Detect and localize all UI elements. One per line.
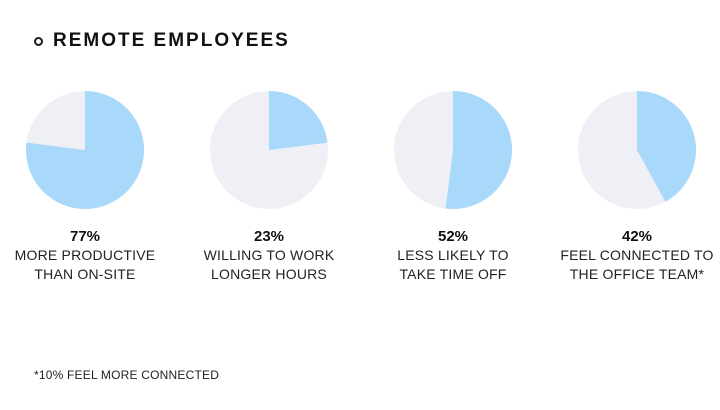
pie-description-line: LONGER HOURS: [211, 266, 327, 282]
pie-value-slice: [637, 91, 696, 202]
header: REMOTE EMPLOYEES: [34, 30, 290, 52]
pie-description-line: WILLING TO WORK: [203, 247, 335, 263]
pie-percent-label: 77%: [69, 228, 101, 245]
pie-svg: [26, 91, 145, 209]
bullet-circle-icon: [34, 36, 43, 46]
pie-chart-3: 52% LESS LIKELY TO TAKE TIME OFF: [363, 88, 543, 284]
pie-percent-label: 23%: [253, 228, 285, 245]
pie-description-line: THE OFFICE TEAM*: [569, 266, 705, 282]
pie-chart-2: 23% WILLING TO WORK LONGER HOURS: [179, 88, 359, 284]
pie-description-line: TAKE TIME OFF: [399, 266, 507, 282]
pie-percent-label: 52%: [437, 228, 469, 245]
page-title: REMOTE EMPLOYEES: [53, 30, 290, 51]
pie-description: LESS LIKELY TO TAKE TIME OFF: [363, 246, 543, 284]
footnote: *10% FEEL MORE CONNECTED: [34, 368, 220, 382]
pie-percent-label: 42%: [621, 228, 653, 245]
pie-description: MORE PRODUCTIVE THAN ON-SITE: [0, 246, 175, 284]
pie-svg: [210, 91, 328, 209]
pie-description-line: THAN ON-SITE: [34, 266, 136, 282]
pie-description-line: MORE PRODUCTIVE: [14, 247, 156, 263]
pie-svg: [394, 90, 513, 209]
pie-value-slice: [269, 91, 328, 150]
pie-description-line: LESS LIKELY TO: [397, 247, 509, 263]
pie-value-slice: [445, 90, 513, 209]
pie-chart-4: 42% FEEL CONNECTED TO THE OFFICE TEAM*: [547, 88, 720, 284]
pie-description-line: FEEL CONNECTED TO: [560, 247, 714, 263]
pie-description: WILLING TO WORK LONGER HOURS: [179, 246, 359, 284]
pie-chart-1: 77% MORE PRODUCTIVE THAN ON-SITE: [0, 88, 175, 284]
pie-svg: [578, 91, 696, 209]
pie-value-slice: [26, 91, 145, 209]
pie-description: FEEL CONNECTED TO THE OFFICE TEAM*: [547, 246, 720, 284]
